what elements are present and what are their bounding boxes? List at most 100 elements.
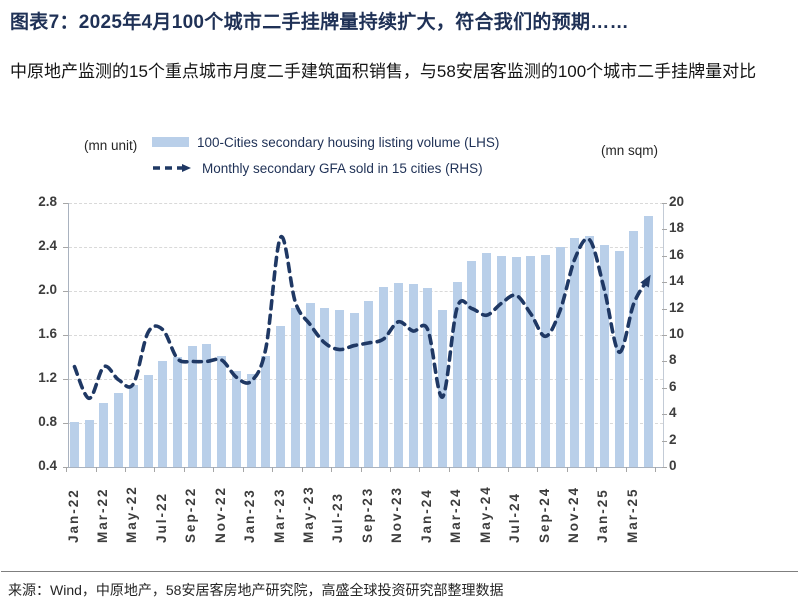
x-axis-tick-label: Jan-23 (242, 488, 258, 543)
bar (614, 251, 624, 467)
x-axis-tick (654, 467, 656, 472)
figure-title: 图表7：2025年4月100个城市二手挂牌量持续扩大，符合我们的预期…… (10, 12, 629, 33)
right-axis-tick (662, 203, 667, 204)
left-axis-tick (63, 379, 68, 380)
x-axis-tick (566, 467, 568, 472)
x-axis-tick (183, 467, 185, 472)
right-axis-tick (662, 308, 667, 310)
right-axis-tick-label: 20 (669, 194, 685, 209)
right-axis-tick-label: 4 (669, 405, 677, 421)
right-axis-tick-label: 14 (669, 273, 685, 289)
divider (1, 571, 798, 572)
left-axis-tick-label: 1.6 (38, 326, 57, 341)
right-axis-tick-label: 2 (669, 431, 677, 447)
x-axis-tick (478, 467, 480, 472)
left-axis-unit: (mn unit) (84, 138, 138, 153)
legend-item-line: Monthly secondary GFA sold in 15 cities … (152, 158, 499, 178)
right-axis-unit: (mn sqm) (601, 143, 658, 158)
bar (599, 244, 609, 467)
bar (541, 254, 551, 467)
right-axis-tick (662, 255, 667, 257)
bar (555, 247, 565, 467)
x-axis-tick (537, 467, 539, 472)
bar (290, 307, 300, 467)
right-axis-tick (662, 387, 667, 389)
x-axis-tick-label: Mar-23 (271, 487, 287, 543)
x-axis-tick (507, 467, 509, 472)
x-axis-tick-label: Mar-25 (624, 487, 640, 543)
x-axis-tick-label: Jul-24 (507, 491, 523, 543)
bar (128, 384, 138, 467)
bar (334, 309, 344, 467)
left-axis-tick (63, 203, 68, 204)
right-axis-tick-label: 18 (669, 220, 685, 236)
left-axis-tick-label: 2.0 (38, 282, 57, 297)
bar (467, 261, 477, 467)
legend-bar-swatch-icon (152, 137, 189, 147)
x-axis-tick (389, 467, 391, 472)
left-axis-tick-label: 0.8 (38, 414, 57, 429)
right-axis-tick-label: 8 (669, 352, 677, 368)
x-axis-tick (331, 467, 333, 472)
bar (217, 355, 227, 467)
bar (276, 326, 286, 467)
left-axis-tick-label: 2.4 (38, 238, 57, 253)
right-axis-tick-label: 10 (669, 326, 685, 341)
bar (246, 373, 256, 467)
right-axis-tick (662, 282, 667, 284)
right-axis-tick (662, 229, 667, 231)
left-axis-tick (63, 335, 68, 336)
right-axis-tick-label: 12 (669, 299, 685, 315)
legend-dashed-arrow-icon (153, 164, 191, 172)
x-axis-tick-label: Mar-24 (448, 487, 464, 543)
right-axis-tick-label: 6 (669, 378, 677, 394)
x-axis-tick (419, 467, 421, 472)
bar (482, 252, 492, 467)
x-axis-tick (154, 467, 156, 472)
x-axis-tick (596, 467, 598, 472)
bar (84, 419, 94, 467)
bar (114, 393, 124, 467)
x-axis-tick-label: May-24 (477, 485, 493, 543)
gridline (69, 247, 663, 248)
x-axis-tick (625, 467, 627, 472)
bar (438, 309, 447, 467)
bar (320, 307, 330, 467)
bar (408, 284, 418, 467)
x-axis-tick-label: Sep-24 (536, 486, 552, 543)
bar (173, 357, 183, 467)
bar (452, 282, 462, 467)
left-axis-tick (63, 291, 68, 292)
bar (349, 313, 359, 467)
left-axis-tick (63, 423, 68, 424)
x-axis-tick-label: Nov-23 (389, 485, 405, 543)
x-axis-tick-label: Sep-23 (359, 486, 375, 543)
bar (393, 283, 403, 467)
gridline (69, 203, 663, 204)
left-axis-tick-label: 2.8 (38, 194, 57, 209)
bar (99, 403, 109, 467)
right-axis-tick (662, 414, 667, 416)
bar (231, 371, 241, 467)
bar (158, 361, 168, 467)
x-axis-tick (301, 467, 303, 472)
x-axis-tick-label: Sep-22 (183, 486, 199, 543)
left-axis-tick-label: 1.2 (38, 370, 57, 385)
legend-item-bars: 100-Cities secondary housing listing vol… (152, 132, 499, 152)
x-axis-tick (242, 467, 244, 472)
chart-legend: 100-Cities secondary housing listing vol… (152, 132, 499, 184)
bar (305, 303, 315, 467)
bar (644, 216, 654, 467)
bar (261, 355, 271, 467)
x-axis-tick (360, 467, 362, 472)
plot-area (68, 203, 664, 468)
legend-line-label: Monthly secondary GFA sold in 15 cities … (202, 160, 483, 176)
gfa-sold-line (72, 235, 651, 401)
bar (585, 236, 595, 467)
x-axis-tick (272, 467, 274, 472)
left-axis-tick (63, 467, 68, 468)
x-axis-tick (448, 467, 450, 472)
x-axis-tick-label: Jul-23 (330, 491, 346, 543)
x-axis-tick-label: Jan-22 (65, 488, 81, 543)
right-axis-tick-label: 16 (669, 246, 685, 262)
